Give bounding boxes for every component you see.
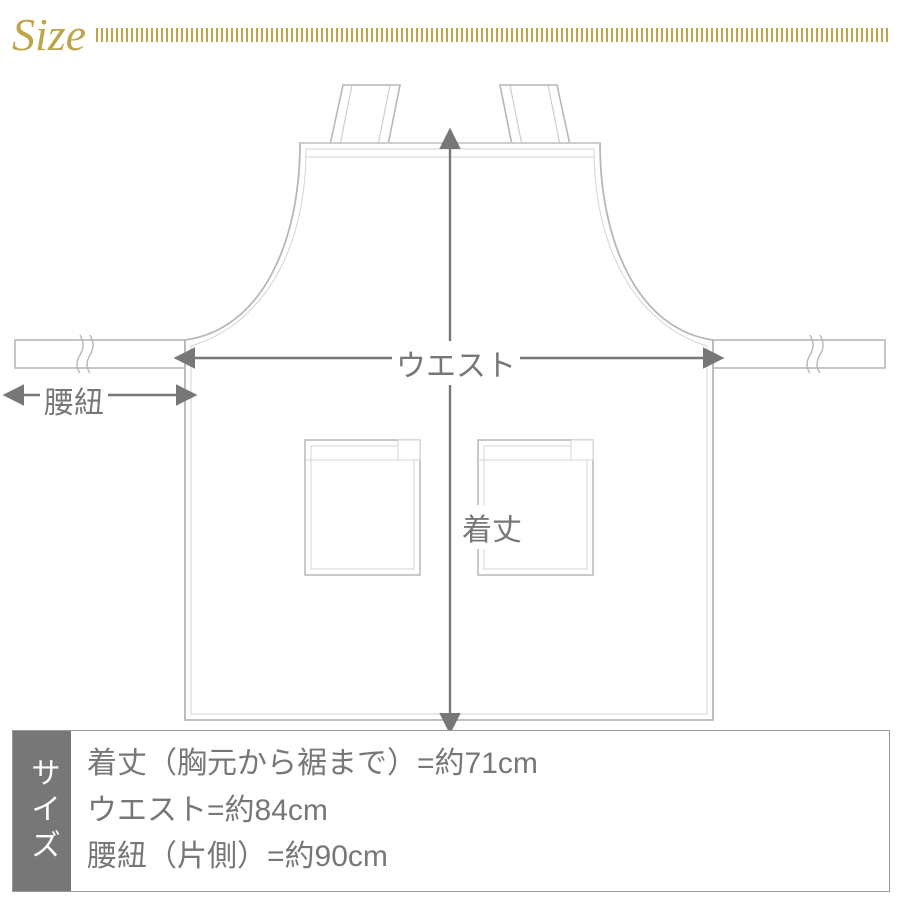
spec-box: サイズ 着丈（胸元から裾まで）=約71cm ウエスト=約84cm 腰紐（片側）=… [12, 730, 890, 892]
spec-line-3: 腰紐（片側）=約90cm [87, 834, 873, 881]
spec-body: 着丈（胸元から裾まで）=約71cm ウエスト=約84cm 腰紐（片側）=約90c… [71, 731, 889, 891]
tie-label: 腰紐 [40, 378, 108, 422]
length-label: 着丈 [458, 505, 526, 549]
size-header: Size [0, 0, 900, 65]
apron-svg [0, 65, 900, 730]
spec-header: サイズ [13, 731, 71, 891]
waist-label: ウエスト [392, 341, 520, 385]
spec-line-2: ウエスト=約84cm [87, 788, 873, 835]
spec-line-1: 着丈（胸元から裾まで）=約71cm [87, 741, 873, 788]
apron-diagram: ウエスト 着丈 腰紐 [0, 65, 900, 730]
header-rule [96, 28, 888, 42]
size-title: Size [12, 8, 86, 61]
